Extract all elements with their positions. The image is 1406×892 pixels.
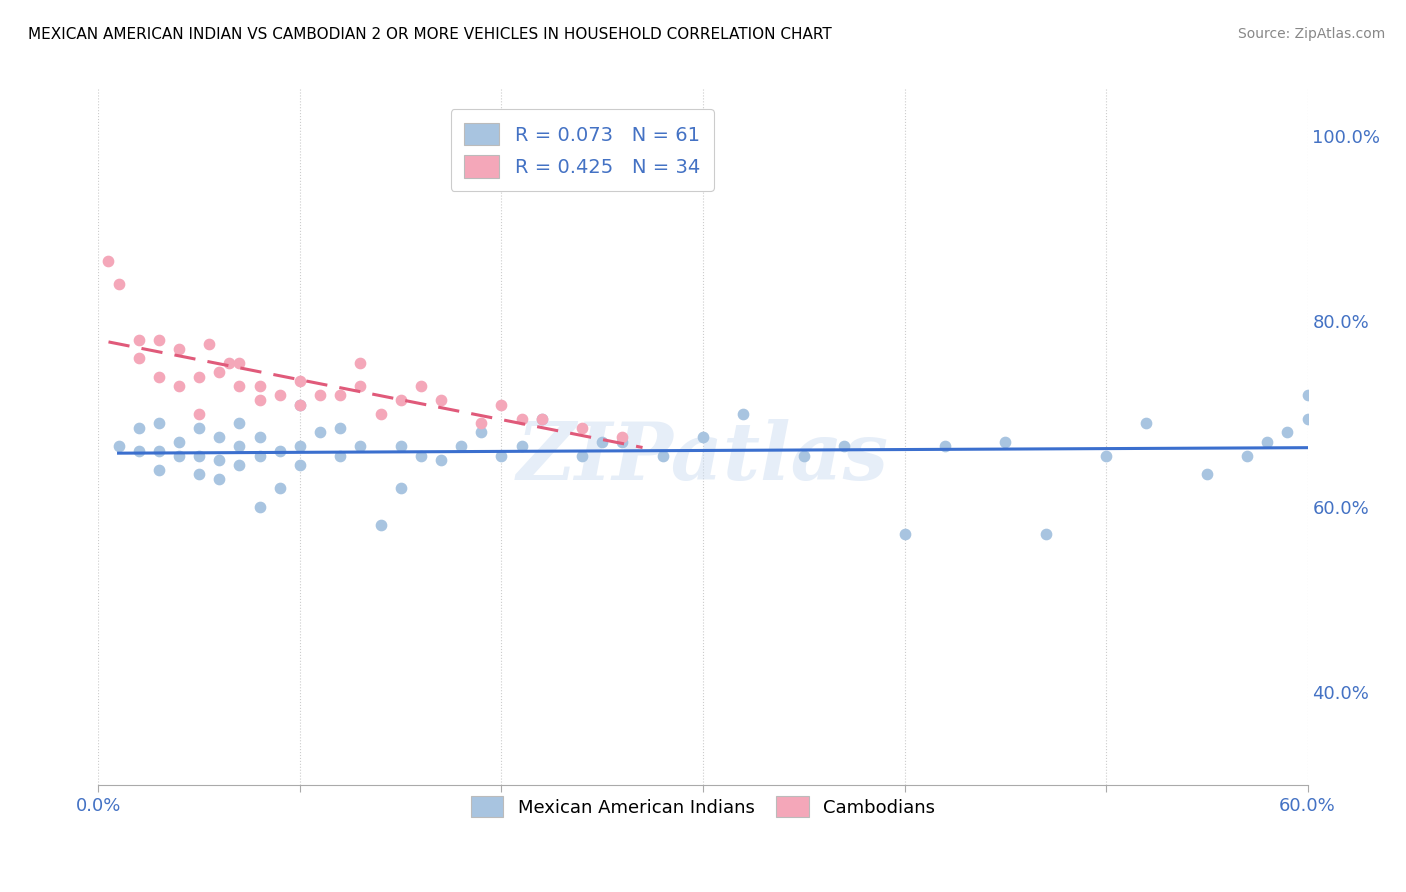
Point xyxy=(349,439,371,453)
Point xyxy=(309,388,332,402)
Point xyxy=(288,375,311,389)
Point xyxy=(612,430,634,444)
Point xyxy=(269,444,291,458)
Point xyxy=(651,449,673,463)
Point xyxy=(249,449,271,463)
Point xyxy=(793,449,815,463)
Point xyxy=(218,356,240,370)
Point xyxy=(249,500,271,514)
Point xyxy=(1256,434,1278,449)
Point xyxy=(228,379,250,393)
Text: MEXICAN AMERICAN INDIAN VS CAMBODIAN 2 OR MORE VEHICLES IN HOUSEHOLD CORRELATION: MEXICAN AMERICAN INDIAN VS CAMBODIAN 2 O… xyxy=(28,27,832,42)
Point xyxy=(389,392,412,407)
Point xyxy=(249,430,271,444)
Point xyxy=(107,439,129,453)
Text: Source: ZipAtlas.com: Source: ZipAtlas.com xyxy=(1237,27,1385,41)
Point xyxy=(430,392,453,407)
Point xyxy=(188,421,211,435)
Point xyxy=(148,416,170,430)
Point xyxy=(228,458,250,472)
Point xyxy=(228,416,250,430)
Point xyxy=(208,453,231,467)
Point xyxy=(470,416,492,430)
Point xyxy=(208,365,231,379)
Point xyxy=(288,458,311,472)
Point xyxy=(1195,467,1218,482)
Point xyxy=(1277,425,1299,440)
Point xyxy=(510,411,533,425)
Point xyxy=(591,434,613,449)
Point xyxy=(148,462,170,476)
Point xyxy=(167,449,190,463)
Point xyxy=(329,388,352,402)
Point xyxy=(249,379,271,393)
Text: ZIPatlas: ZIPatlas xyxy=(517,419,889,497)
Point xyxy=(208,430,231,444)
Point xyxy=(349,356,371,370)
Point xyxy=(128,351,150,366)
Point xyxy=(188,407,211,421)
Point xyxy=(1135,416,1157,430)
Point xyxy=(309,425,332,440)
Point xyxy=(128,421,150,435)
Point xyxy=(288,398,311,412)
Point xyxy=(409,379,432,393)
Point xyxy=(228,439,250,453)
Point xyxy=(1296,388,1319,402)
Point xyxy=(934,439,956,453)
Point xyxy=(370,407,392,421)
Point xyxy=(107,277,129,291)
Point xyxy=(269,388,291,402)
Point xyxy=(1035,527,1057,541)
Point xyxy=(167,434,190,449)
Point xyxy=(188,369,211,384)
Point xyxy=(450,439,472,453)
Point xyxy=(389,481,412,495)
Point xyxy=(530,411,553,425)
Point xyxy=(269,481,291,495)
Point xyxy=(188,449,211,463)
Point xyxy=(329,449,352,463)
Point xyxy=(893,527,915,541)
Point xyxy=(370,518,392,533)
Point xyxy=(349,379,371,393)
Point xyxy=(1236,449,1258,463)
Point xyxy=(198,337,221,351)
Point xyxy=(228,356,250,370)
Point xyxy=(208,472,231,486)
Point xyxy=(470,425,492,440)
Point xyxy=(571,449,593,463)
Point xyxy=(288,398,311,412)
Point xyxy=(491,398,513,412)
Point xyxy=(167,379,190,393)
Point xyxy=(530,411,553,425)
Point xyxy=(1296,411,1319,425)
Point xyxy=(167,342,190,356)
Point xyxy=(288,439,311,453)
Point xyxy=(571,421,593,435)
Point xyxy=(510,439,533,453)
Point xyxy=(430,453,453,467)
Point xyxy=(148,444,170,458)
Point xyxy=(692,430,714,444)
Point xyxy=(832,439,855,453)
Point xyxy=(97,253,120,268)
Point xyxy=(994,434,1017,449)
Point xyxy=(148,333,170,347)
Point xyxy=(733,407,755,421)
Point xyxy=(491,449,513,463)
Point xyxy=(249,392,271,407)
Point xyxy=(128,444,150,458)
Point xyxy=(389,439,412,453)
Point xyxy=(409,449,432,463)
Point xyxy=(1095,449,1118,463)
Point xyxy=(612,434,634,449)
Point xyxy=(128,333,150,347)
Point xyxy=(148,369,170,384)
Point xyxy=(188,467,211,482)
Point xyxy=(329,421,352,435)
Legend: Mexican American Indians, Cambodians: Mexican American Indians, Cambodians xyxy=(460,786,946,828)
